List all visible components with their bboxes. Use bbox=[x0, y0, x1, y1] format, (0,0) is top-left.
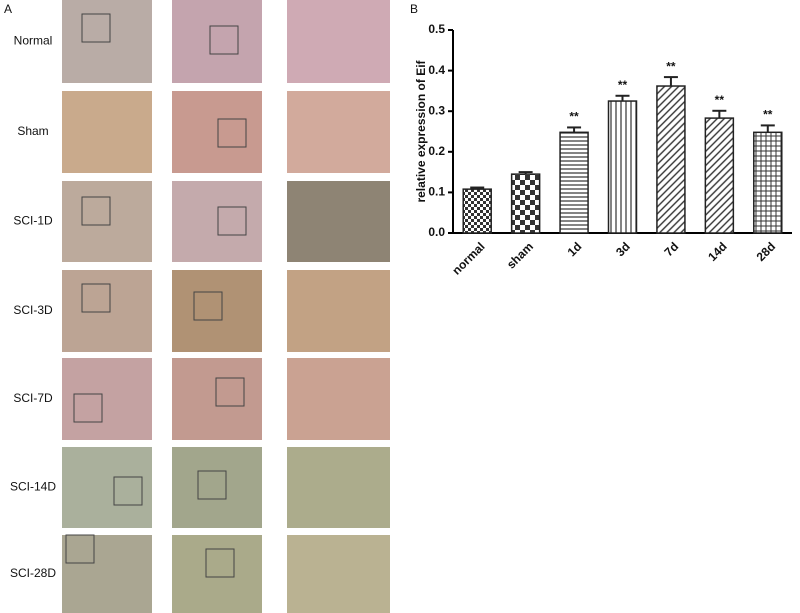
roi-box bbox=[197, 470, 227, 500]
micrograph bbox=[287, 535, 390, 613]
micrograph bbox=[287, 181, 390, 262]
significance-label: ** bbox=[763, 108, 773, 122]
micrograph bbox=[287, 447, 390, 528]
x-tick-label: 14d bbox=[705, 239, 730, 264]
bar bbox=[753, 131, 783, 234]
micrograph bbox=[62, 270, 152, 352]
roi-box bbox=[73, 393, 103, 423]
x-tick-label: normal bbox=[449, 239, 487, 277]
y-tick-label: 0.3 bbox=[428, 103, 445, 117]
micrograph bbox=[172, 358, 262, 440]
x-tick-label: 3d bbox=[613, 239, 633, 259]
roi-box bbox=[81, 196, 111, 226]
bar bbox=[462, 188, 492, 234]
panel-label: B bbox=[410, 2, 418, 16]
y-tick-label: 0.4 bbox=[428, 63, 445, 77]
row-label: SCI-14D bbox=[10, 480, 56, 494]
row-label: SCI-3D bbox=[13, 303, 53, 317]
significance-label: ** bbox=[569, 110, 579, 124]
micrograph bbox=[62, 535, 152, 613]
y-tick-label: 0.2 bbox=[428, 144, 445, 158]
row-label: SCI-1D bbox=[13, 214, 53, 228]
bar bbox=[607, 100, 638, 234]
roi-box bbox=[205, 548, 235, 578]
roi-box bbox=[217, 206, 247, 236]
micrograph bbox=[172, 447, 262, 528]
roi-box bbox=[193, 291, 223, 321]
micrograph bbox=[172, 0, 262, 83]
micrograph bbox=[62, 91, 152, 173]
bar bbox=[656, 85, 686, 234]
y-tick-label: 0.1 bbox=[428, 185, 445, 199]
micrograph bbox=[172, 91, 262, 173]
micrograph bbox=[172, 535, 262, 613]
roi-box bbox=[217, 118, 247, 148]
y-axis-label: relative expression of Eif bbox=[414, 59, 428, 202]
roi-box bbox=[81, 13, 111, 43]
significance-label: ** bbox=[666, 59, 676, 73]
micrograph bbox=[287, 91, 390, 173]
micrograph bbox=[172, 270, 262, 352]
row-label: Normal bbox=[14, 34, 53, 48]
micrograph bbox=[62, 447, 152, 528]
row-label: SCI-28D bbox=[10, 566, 56, 580]
roi-box bbox=[209, 25, 239, 55]
bar bbox=[704, 117, 735, 234]
bar bbox=[510, 173, 541, 234]
micrograph bbox=[287, 270, 390, 352]
row-label: SCI-7D bbox=[13, 391, 53, 405]
x-tick-label: 7d bbox=[661, 239, 681, 259]
roi-box bbox=[65, 534, 95, 564]
x-tick-label: sham bbox=[504, 239, 536, 271]
y-tick-label: 0.0 bbox=[428, 225, 445, 239]
significance-label: ** bbox=[618, 78, 628, 92]
micrograph bbox=[287, 358, 390, 440]
roi-box bbox=[113, 476, 143, 506]
roi-box bbox=[81, 283, 111, 313]
bar bbox=[559, 131, 589, 234]
significance-label: ** bbox=[715, 93, 725, 107]
y-tick-label: 0.5 bbox=[428, 22, 445, 36]
roi-box bbox=[215, 377, 245, 407]
row-label: Sham bbox=[17, 124, 48, 138]
micrograph bbox=[287, 0, 390, 83]
panel-label: A bbox=[4, 2, 12, 16]
x-tick-label: 28d bbox=[754, 239, 779, 264]
micrograph bbox=[62, 358, 152, 440]
micrograph bbox=[172, 181, 262, 262]
x-tick-label: 1d bbox=[565, 239, 585, 259]
micrograph bbox=[62, 181, 152, 262]
